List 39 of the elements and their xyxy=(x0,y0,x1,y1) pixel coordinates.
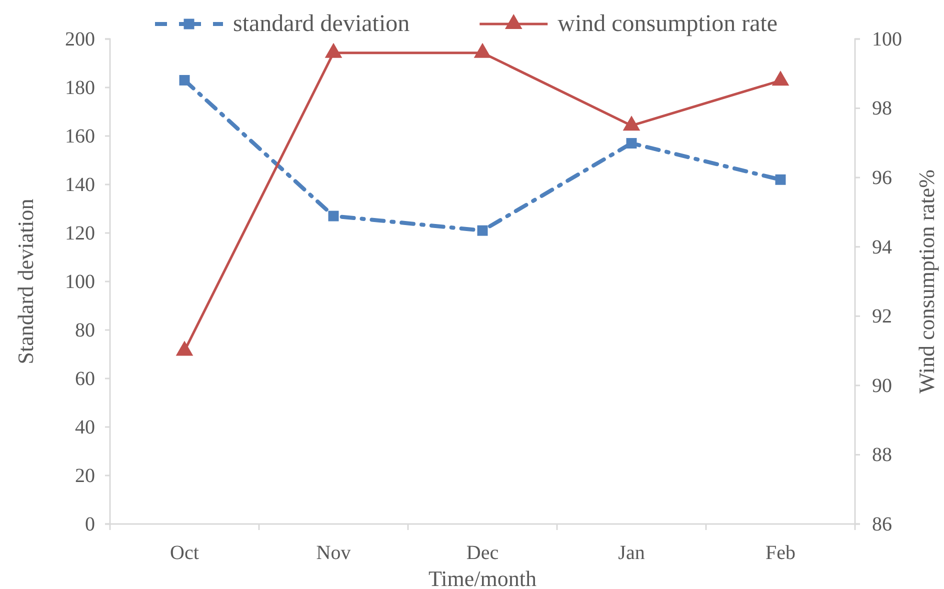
y-tick-label: 160 xyxy=(65,125,95,148)
x-tick-label: Jan xyxy=(618,542,645,564)
point xyxy=(775,174,786,185)
y2-tick-label: 90 xyxy=(872,374,892,397)
point xyxy=(622,116,640,131)
point xyxy=(474,42,492,58)
x-axis-title: Time/month xyxy=(428,566,536,589)
y2-tick-label: 92 xyxy=(872,306,892,328)
y-tick-label: 120 xyxy=(65,222,95,244)
point xyxy=(324,42,342,58)
y2-tick-label: 100 xyxy=(872,28,902,50)
y-tick-label: 0 xyxy=(85,513,95,536)
legend-label: wind consumption rate xyxy=(558,11,778,37)
point xyxy=(626,138,637,149)
y-tick-label: 40 xyxy=(75,416,95,438)
y2-tick-label: 94 xyxy=(872,236,892,258)
x-tick-label: Nov xyxy=(316,542,351,564)
y-tick-label: 140 xyxy=(65,174,95,196)
point xyxy=(477,225,488,236)
x-tick-label: Dec xyxy=(466,542,499,564)
y-axis-title: Standard deviation xyxy=(13,198,38,364)
y2-tick-label: 88 xyxy=(872,444,892,466)
legend-label: standard deviation xyxy=(233,11,410,37)
y-tick-label: 60 xyxy=(75,368,95,390)
y-tick-label: 20 xyxy=(75,464,95,487)
point xyxy=(179,74,190,86)
y-tick-label: 200 xyxy=(65,28,95,50)
x-tick-label: Oct xyxy=(170,542,200,564)
y-tick-label: 180 xyxy=(65,76,95,99)
y2-axis-title: Wind consumption rate% xyxy=(914,170,939,394)
point xyxy=(176,340,194,356)
x-tick-label: Feb xyxy=(766,542,796,564)
y-tick-label: 100 xyxy=(65,270,95,293)
y2-tick-label: 98 xyxy=(872,98,892,120)
point xyxy=(772,70,790,86)
y-tick-label: 80 xyxy=(75,319,95,342)
point xyxy=(328,210,339,222)
y2-tick-label: 96 xyxy=(872,166,892,189)
y2-tick-label: 86 xyxy=(872,513,892,536)
